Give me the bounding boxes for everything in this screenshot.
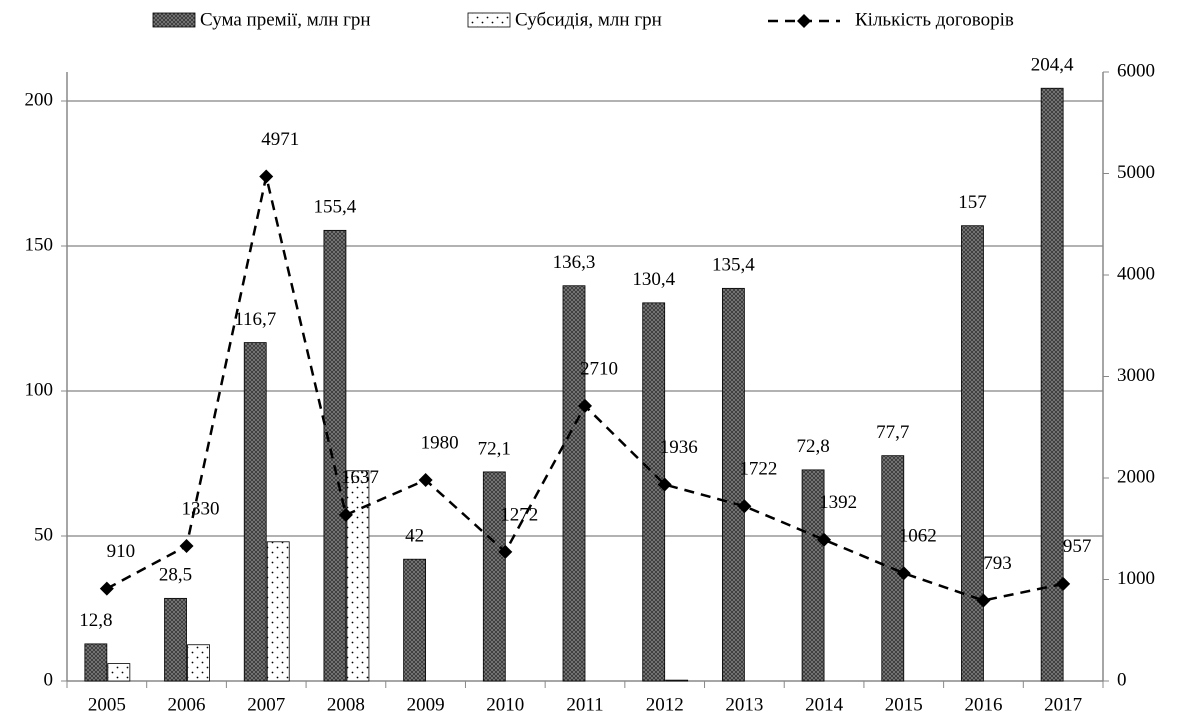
legend-label: Кількість договорів: [855, 9, 1014, 30]
line-marker: [896, 566, 911, 581]
legend-swatch: [467, 12, 511, 28]
bar: [482, 471, 506, 682]
line-value-label: 793: [983, 553, 1012, 574]
line-value-label: 910: [107, 541, 136, 562]
y-tick-label: 150: [25, 234, 54, 255]
x-tick-label: 2009: [407, 694, 445, 715]
x-tick-label: 2008: [327, 694, 365, 715]
legend-marker: [797, 14, 811, 28]
x-tick-label: 2015: [885, 694, 923, 715]
x-tick-label: 2013: [725, 694, 763, 715]
bar: [187, 644, 210, 682]
bar: [721, 287, 745, 682]
line-marker: [578, 398, 592, 413]
bar-value-label: 155,4: [314, 197, 357, 218]
x-tick-label: 2014: [805, 694, 844, 715]
x-tick-label: 2016: [964, 694, 1002, 715]
y2-tick-label: 6000: [1117, 60, 1155, 81]
line-value-label: 1330: [182, 498, 220, 519]
bar-value-label: 72,1: [478, 438, 511, 459]
bar-value-label: 77,7: [876, 422, 909, 443]
x-tick-label: 2006: [168, 694, 206, 715]
bar-value-label: 130,4: [632, 269, 675, 290]
bar-value-label: 157: [958, 192, 987, 213]
line-marker: [179, 539, 194, 554]
line-value-label: 1272: [500, 504, 538, 525]
line-value-label: 1722: [739, 459, 777, 480]
legend-label: Сума премії, млн грн: [200, 9, 371, 30]
legend-swatch: [152, 12, 196, 28]
line-value-label: 1062: [899, 526, 937, 547]
line-marker: [338, 507, 353, 522]
bar: [1040, 87, 1064, 682]
line-value-label: 1392: [819, 492, 857, 513]
y2-tick-label: 2000: [1117, 466, 1155, 487]
bar-value-label: 42: [405, 526, 424, 547]
y-tick-label: 100: [25, 379, 54, 400]
line-marker: [657, 477, 672, 492]
line-marker: [737, 499, 752, 514]
bar: [107, 663, 131, 682]
x-tick-label: 2012: [646, 694, 684, 715]
bar-value-label: 28,5: [159, 565, 192, 586]
line-marker: [817, 532, 832, 547]
bar: [961, 225, 984, 682]
y2-tick-label: 3000: [1117, 365, 1155, 386]
y2-tick-label: 1000: [1117, 568, 1155, 589]
bar: [346, 470, 370, 682]
line-value-label: 1980: [421, 432, 459, 453]
y2-tick-label: 5000: [1117, 162, 1155, 183]
bar: [323, 229, 347, 682]
bar: [801, 469, 825, 682]
x-tick-label: 2017: [1044, 694, 1082, 715]
bar-value-label: 135,4: [712, 255, 755, 276]
y2-tick-label: 0: [1117, 669, 1127, 690]
legend-label: Субсидія, млн грн: [515, 9, 662, 30]
line-marker: [1056, 576, 1071, 591]
line-marker: [259, 169, 274, 184]
line-marker: [976, 593, 991, 608]
bar-value-label: 72,8: [796, 436, 829, 457]
y-tick-label: 50: [34, 524, 53, 545]
bar: [562, 285, 586, 682]
bar: [164, 597, 187, 682]
line-value-label: 957: [1063, 536, 1092, 557]
y-tick-label: 0: [44, 669, 54, 690]
bar: [266, 541, 290, 682]
line-value-label: 1637: [341, 467, 379, 488]
bar-value-label: 12,8: [79, 610, 112, 631]
line-value-label: 1936: [660, 437, 698, 458]
y-tick-label: 200: [25, 89, 54, 110]
bar: [403, 558, 427, 682]
line-value-label: 4971: [261, 129, 299, 150]
x-tick-label: 2010: [486, 694, 524, 715]
bar-value-label: 136,3: [553, 252, 596, 273]
x-tick-label: 2007: [247, 694, 285, 715]
line-marker: [418, 473, 433, 488]
bar: [642, 302, 666, 682]
bar-value-label: 116,7: [234, 309, 276, 330]
bar: [243, 342, 267, 682]
line-marker: [498, 544, 513, 559]
line-marker: [99, 581, 114, 596]
bar-value-label: 204,4: [1031, 55, 1074, 76]
y2-tick-label: 4000: [1117, 263, 1155, 284]
line-value-label: 2710: [580, 358, 618, 379]
x-tick-label: 2011: [566, 694, 603, 715]
x-tick-label: 2005: [88, 694, 126, 715]
bar: [665, 679, 689, 682]
bar: [84, 643, 108, 682]
